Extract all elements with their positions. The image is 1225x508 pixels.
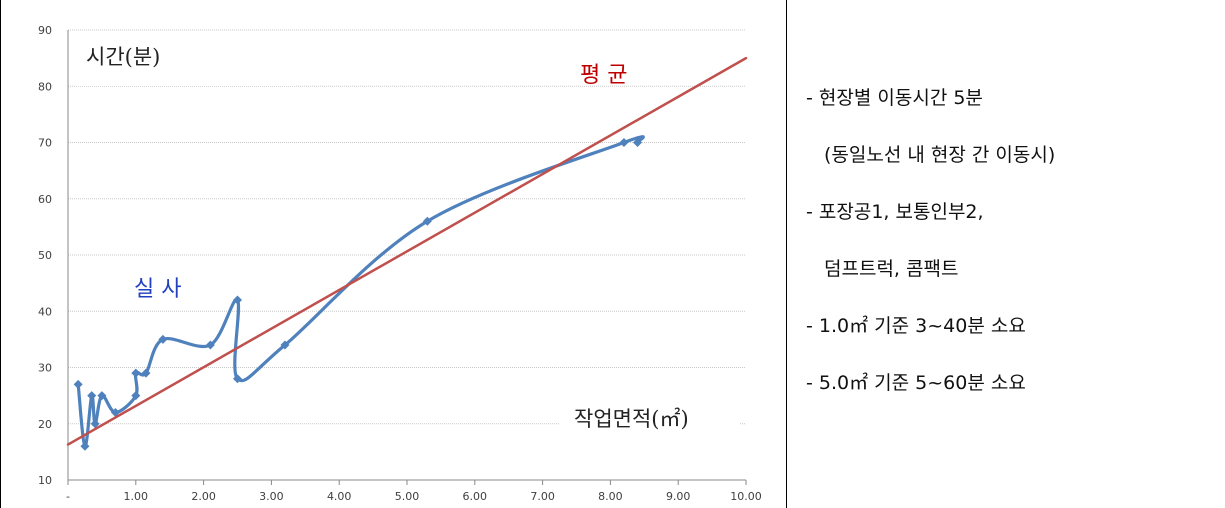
data-point-marker xyxy=(422,216,432,226)
data-point-marker xyxy=(158,334,168,344)
note-item: (동일노선 내 현장 간 이동시) xyxy=(824,144,1056,166)
data-point-marker xyxy=(205,340,215,350)
note-item: - 1.0㎡ 기준 3~40분 소요 xyxy=(806,315,1026,337)
y-tick-label: 90 xyxy=(38,24,52,37)
line-chart: 10 20 30 40 50 60 70 80 90 - 1.00 2.00 3.00 4.00 5.00 6… xyxy=(38,24,762,503)
y-axis-title: 시간(분) xyxy=(86,45,160,69)
data-point-marker xyxy=(280,340,290,350)
chart-container: 10 20 30 40 50 60 70 80 90 - 1.00 2.00 3.00 4.00 5.00 6… xyxy=(12,18,777,508)
data-point-marker xyxy=(233,295,242,305)
x-tick-label: 9.00 xyxy=(666,490,691,503)
x-title-background xyxy=(560,380,740,460)
x-tick-label: 7.00 xyxy=(530,490,555,503)
x-tick-label: 8.00 xyxy=(598,490,623,503)
data-point-marker xyxy=(141,368,151,378)
x-tick-label: 6.00 xyxy=(463,490,488,503)
x-tick-label: 1.00 xyxy=(124,490,149,503)
data-point-marker xyxy=(73,379,83,389)
note-item: 덤프트럭, 콤팩트 xyxy=(824,258,959,280)
note-item: - 포장공1, 보통인부2, xyxy=(806,201,984,223)
data-point-marker xyxy=(90,419,100,429)
y-tick-label: 20 xyxy=(38,418,52,431)
actual-label: 실 사 xyxy=(134,277,181,302)
left-border-line xyxy=(0,0,1,508)
average-label: 평 균 xyxy=(580,63,627,88)
x-tick-label: 4.00 xyxy=(327,490,352,503)
y-title-background xyxy=(76,36,296,86)
data-point-marker xyxy=(633,138,643,147)
y-tick-label: 80 xyxy=(38,80,52,93)
data-point-marker xyxy=(131,391,141,401)
notes-panel: - 현장별 이동시간 5분 (동일노선 내 현장 간 이동시) - 포장공1, … xyxy=(806,70,1216,412)
note-item: - 5.0㎡ 기준 5~60분 소요 xyxy=(806,372,1026,394)
x-tick-label: 10.00 xyxy=(730,490,762,503)
data-point-marker xyxy=(619,138,629,147)
y-tick-label: 30 xyxy=(38,362,52,375)
x-tick-label: 3.00 xyxy=(259,490,284,503)
y-tick-label: 10 xyxy=(38,474,52,487)
x-tick-label: - xyxy=(66,490,70,503)
data-point-marker xyxy=(87,391,97,401)
y-tick-label: 70 xyxy=(38,137,52,150)
data-point-marker xyxy=(110,408,120,417)
average-trend-line xyxy=(66,56,748,446)
data-point-marker xyxy=(97,391,107,401)
y-tick-label: 60 xyxy=(38,193,52,206)
data-point-marker xyxy=(233,374,242,384)
note-item: - 현장별 이동시간 5분 xyxy=(806,87,983,109)
y-tick-label: 40 xyxy=(38,305,52,318)
center-divider-line xyxy=(786,0,787,508)
data-point-marker xyxy=(131,368,141,378)
y-tick-label: 50 xyxy=(38,249,52,262)
x-tick-label: 5.00 xyxy=(395,490,420,503)
x-axis-title: 작업면적(㎡) xyxy=(574,407,689,431)
x-tick-label: 2.00 xyxy=(191,490,216,503)
data-point-marker xyxy=(80,441,90,451)
